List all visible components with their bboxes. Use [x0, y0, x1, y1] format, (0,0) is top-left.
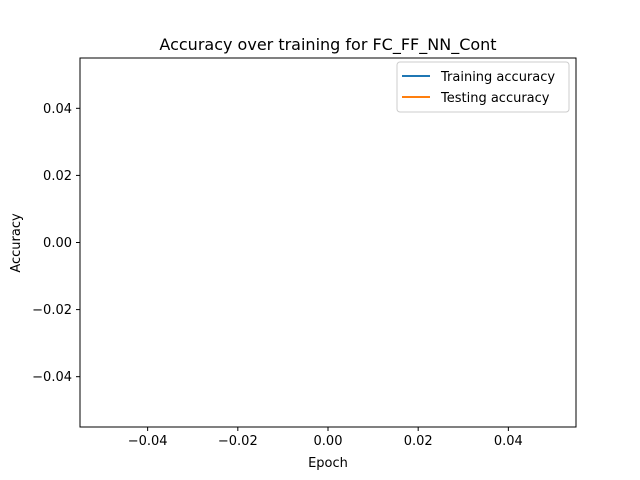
legend: Training accuracy Testing accuracy	[396, 61, 570, 113]
y-tick-label: 0.02	[43, 169, 72, 184]
legend-label-training: Training accuracy	[440, 70, 555, 85]
x-axis-ticks: −0.04 −0.02 0.00 0.02 0.04	[128, 427, 523, 449]
y-tick-label: 0.04	[43, 102, 72, 117]
x-axis-label: Epoch	[308, 456, 348, 471]
y-tick-label: 0.00	[43, 236, 72, 251]
chart-title: Accuracy over training for FC_FF_NN_Cont	[159, 35, 496, 55]
y-tick-label: −0.02	[32, 303, 72, 318]
x-tick-label: 0.00	[314, 434, 343, 449]
x-tick-label: 0.04	[494, 434, 523, 449]
legend-box	[396, 61, 570, 113]
y-axis-label: Accuracy	[9, 213, 24, 273]
x-tick-label: 0.02	[404, 434, 433, 449]
x-tick-label: −0.04	[128, 434, 168, 449]
legend-label-testing: Testing accuracy	[440, 91, 550, 106]
x-tick-label: −0.02	[218, 434, 258, 449]
y-tick-label: −0.04	[32, 370, 72, 385]
y-axis-ticks: −0.04 −0.02 0.00 0.02 0.04	[32, 102, 80, 385]
